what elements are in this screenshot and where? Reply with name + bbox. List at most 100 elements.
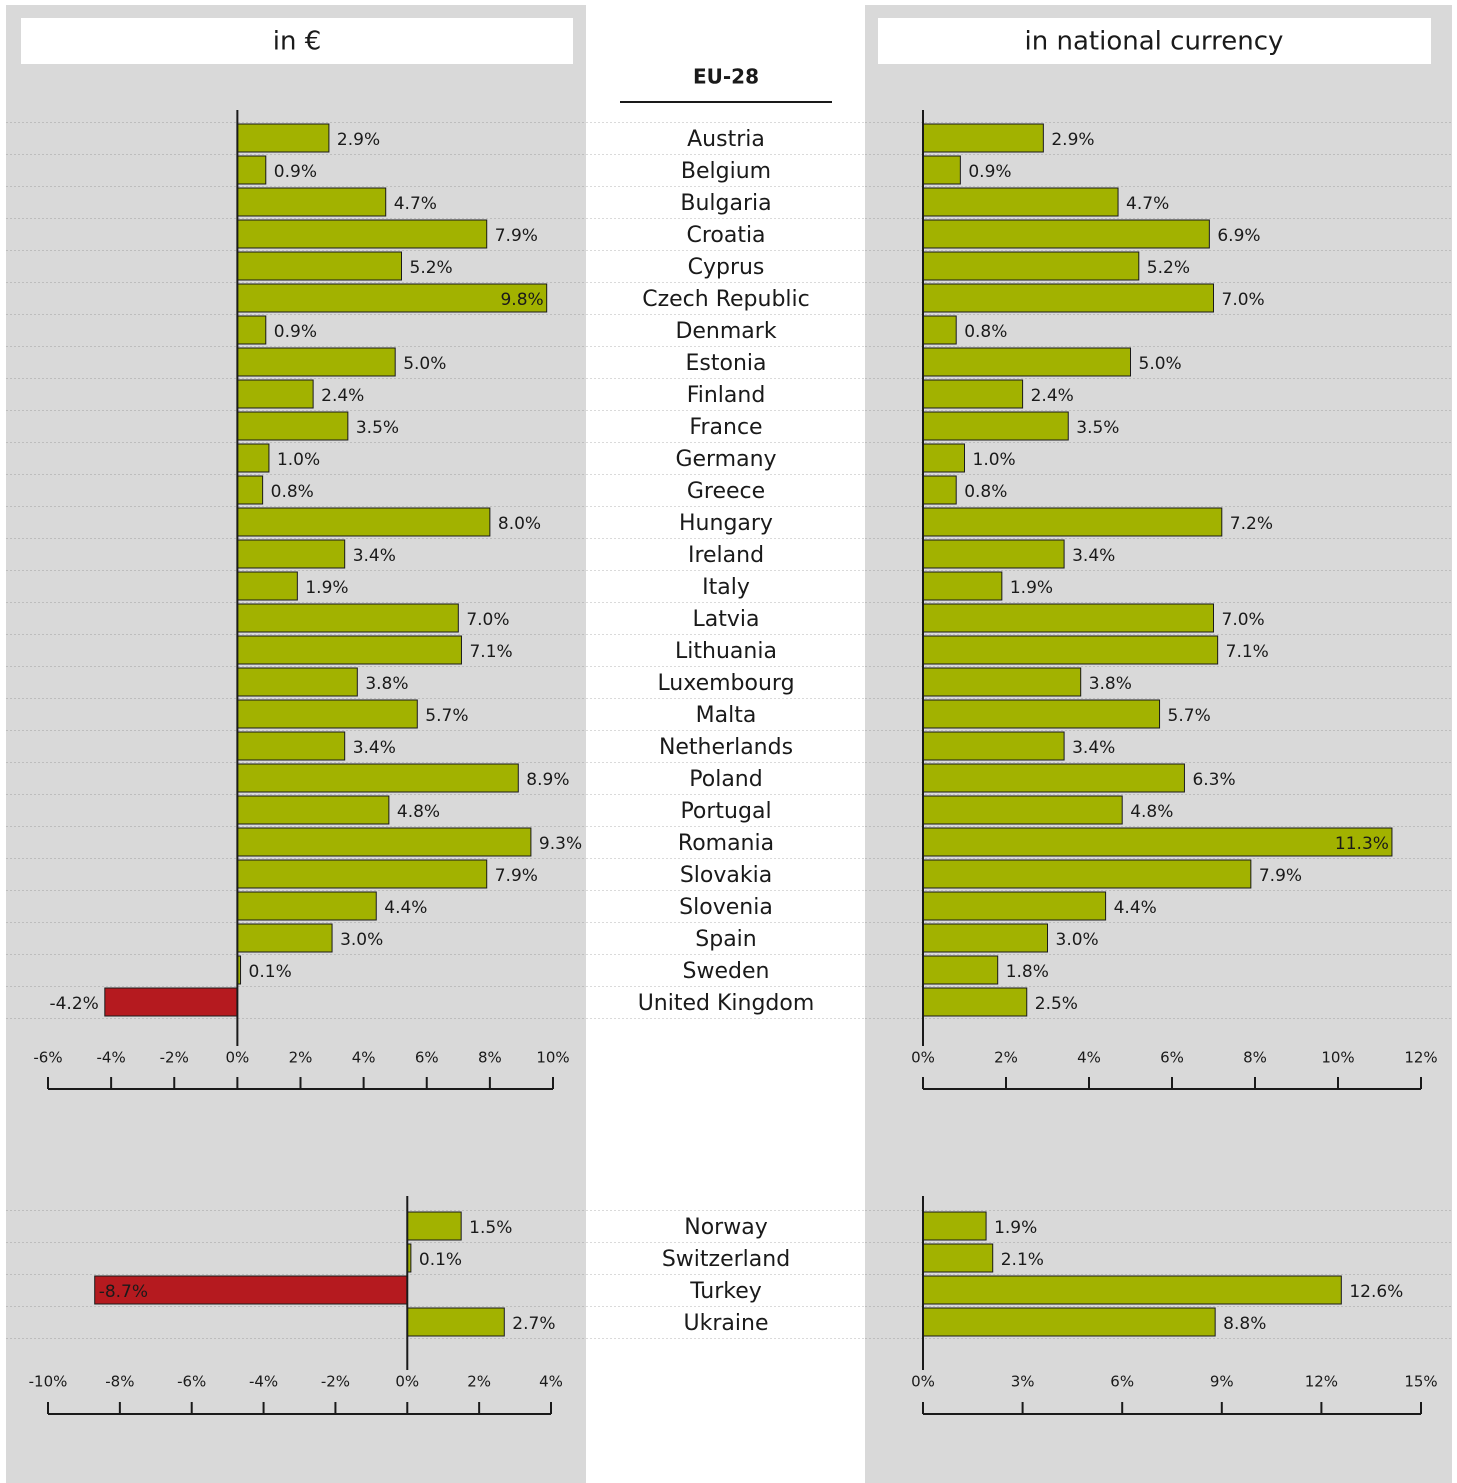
x-tick-label: -2% — [160, 1049, 189, 1067]
bar — [922, 891, 1107, 921]
value-label: 5.2% — [410, 258, 453, 278]
country-label: Denmark — [675, 319, 776, 344]
value-label: 2.5% — [1035, 994, 1078, 1014]
country-label: Netherlands — [659, 735, 793, 760]
left-header-box — [21, 18, 573, 64]
x-tick-label: 2% — [289, 1049, 313, 1067]
country-label: United Kingdom — [638, 991, 815, 1016]
value-label: 0.9% — [274, 162, 317, 182]
country-label: Poland — [689, 767, 762, 792]
value-label: 7.9% — [495, 226, 538, 246]
value-label: -8.7% — [99, 1282, 148, 1302]
bar — [922, 315, 957, 345]
x-tick-label: 2% — [994, 1049, 1018, 1067]
x-tick-label: -4% — [249, 1373, 278, 1391]
bar — [236, 315, 267, 345]
value-label: 7.0% — [1222, 290, 1265, 310]
bar — [236, 795, 390, 825]
value-label: 5.0% — [403, 354, 446, 374]
value-label: -4.2% — [49, 994, 98, 1014]
x-tick-label: 10% — [536, 1049, 569, 1067]
bar — [922, 347, 1131, 377]
value-label: 11.3% — [1335, 834, 1389, 854]
value-label: 3.4% — [353, 546, 396, 566]
country-label: Luxembourg — [657, 671, 794, 696]
value-label: 7.1% — [469, 642, 512, 662]
bar — [236, 923, 333, 953]
bar — [922, 219, 1210, 249]
bar — [236, 155, 267, 185]
bar — [922, 731, 1065, 761]
x-tick-label: 12% — [1305, 1373, 1338, 1391]
value-label: 7.9% — [495, 866, 538, 886]
group-label-eu28: EU-28 — [693, 65, 759, 89]
country-label: Latvia — [693, 607, 760, 632]
value-label: 5.2% — [1147, 258, 1190, 278]
bar — [922, 187, 1119, 217]
x-tick-label: -4% — [97, 1049, 126, 1067]
value-label: 0.1% — [419, 1250, 462, 1270]
bar — [922, 795, 1123, 825]
bar — [406, 1211, 462, 1241]
value-label: 7.1% — [1226, 642, 1269, 662]
value-label: 1.0% — [277, 450, 320, 470]
x-tick-label: 0% — [911, 1373, 935, 1391]
bar — [236, 667, 358, 697]
value-label: 12.6% — [1349, 1282, 1403, 1302]
value-label: 2.9% — [337, 130, 380, 150]
value-label: 4.7% — [1126, 194, 1169, 214]
country-label: Slovakia — [680, 863, 772, 888]
x-tick-label: 12% — [1404, 1049, 1437, 1067]
country-label: Portugal — [680, 799, 771, 824]
value-label: 4.7% — [394, 194, 437, 214]
value-label: 3.8% — [1089, 674, 1132, 694]
value-label: 3.0% — [1056, 930, 1099, 950]
left-header-title: in € — [273, 27, 322, 57]
bar — [922, 283, 1214, 313]
country-label: Czech Republic — [642, 287, 810, 312]
bar — [236, 443, 270, 473]
bar — [94, 1275, 408, 1305]
x-tick-label: -10% — [29, 1373, 68, 1391]
x-tick-label: 6% — [415, 1049, 439, 1067]
x-tick-label: 10% — [1321, 1049, 1354, 1067]
country-label: Austria — [687, 127, 765, 152]
country-label: Sweden — [683, 959, 770, 984]
value-label: 1.5% — [469, 1218, 512, 1238]
value-label: 0.9% — [274, 322, 317, 342]
x-tick-label: 0% — [225, 1049, 249, 1067]
value-label: 2.4% — [1031, 386, 1074, 406]
country-label: Spain — [695, 927, 756, 952]
x-tick-label: 4% — [539, 1373, 563, 1391]
bar — [922, 251, 1140, 281]
value-label: 0.9% — [968, 162, 1011, 182]
country-label: Germany — [675, 447, 776, 472]
country-label: Ukraine — [684, 1311, 769, 1336]
right-header-box — [878, 18, 1431, 64]
bar — [922, 923, 1048, 953]
x-tick-label: -6% — [177, 1373, 206, 1391]
country-label: Turkey — [689, 1279, 762, 1304]
bar — [922, 1307, 1216, 1337]
x-tick-label: 0% — [911, 1049, 935, 1067]
value-label: 6.9% — [1217, 226, 1260, 246]
value-label: 5.7% — [425, 706, 468, 726]
x-tick-label: 4% — [352, 1049, 376, 1067]
value-label: 5.0% — [1139, 354, 1182, 374]
value-label: 7.0% — [466, 610, 509, 630]
bar — [922, 571, 1003, 601]
bar — [236, 347, 396, 377]
value-label: 2.1% — [1001, 1250, 1044, 1270]
country-label: France — [689, 415, 762, 440]
value-label: 9.8% — [500, 290, 543, 310]
bar — [236, 763, 519, 793]
bar — [922, 635, 1219, 665]
country-label: Belgium — [681, 159, 771, 184]
x-tick-label: 4% — [1077, 1049, 1101, 1067]
country-label: Bulgaria — [680, 191, 771, 216]
x-tick-label: -8% — [105, 1373, 134, 1391]
value-label: 3.4% — [1072, 546, 1115, 566]
bar — [236, 635, 462, 665]
bar — [236, 603, 459, 633]
